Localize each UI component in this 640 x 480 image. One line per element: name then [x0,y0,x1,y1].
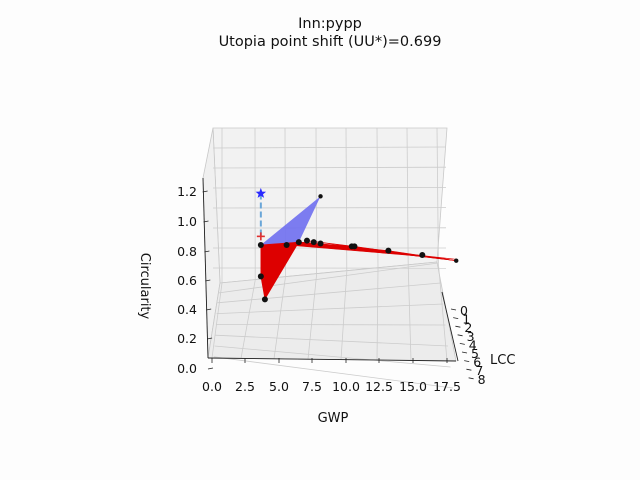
x-axis-label: GWP [318,411,349,426]
back-wall [212,127,448,284]
x-tick-label: 5.0 [269,379,289,394]
z-tick-label: 0.8 [177,244,197,259]
x-tick-label: 7.5 [302,379,322,394]
utopia-point-marker [255,187,267,198]
data-point [257,241,264,248]
grid-line [406,127,409,267]
z-tick-label: 1.2 [177,184,197,199]
x-tick-label: 12.5 [365,379,393,394]
back-wall-frame [212,127,448,284]
grid-lines [211,127,454,389]
grid-line [217,262,439,294]
data-point [261,296,268,303]
upper-surface [260,196,321,245]
z-tick-mark [204,250,210,253]
y-axis-line [441,291,459,362]
data-point [283,241,290,248]
y-tick-mark [457,334,463,337]
data-point [419,251,426,258]
grid-line [273,277,286,359]
y-tick-mark [464,360,470,362]
grid-line [212,186,447,189]
grid-line [307,274,317,360]
grid-line [376,127,379,270]
grid-line [215,334,449,347]
data-point [317,240,324,247]
data-point [454,258,459,263]
z-tick-label: 0.6 [177,273,197,288]
x-tick-label: 2.5 [235,379,255,394]
grid-line [216,303,444,314]
y-tick-mark [453,317,459,319]
data-point [295,239,302,246]
x-axis-ticks: 0.0 2.5 5.0 7.5 10.0 12.5 15.0 17.5 [202,358,461,394]
pareto-points [257,194,459,303]
grid-line [214,345,451,368]
data-point [257,273,264,280]
surface-facet [306,240,457,261]
z-tick-mark [203,220,209,223]
grid-line [215,323,446,326]
z-tick-mark [206,308,212,311]
data-point [351,243,358,250]
front-surface [260,240,457,301]
grid-line [340,271,348,360]
grid-line [212,166,447,169]
x-tick-label: 10.0 [332,379,360,394]
x-tick-label: 17.5 [433,379,461,394]
grid-line [213,356,454,389]
y-tick-label: 2 [464,320,472,335]
y-tick-mark [450,308,457,311]
shifted-point-marker [256,232,265,241]
data-point [318,194,323,199]
z-tick-label: 0.4 [177,302,197,317]
y-tick-label: 6 [473,355,481,370]
grid-line [240,280,256,359]
x-axis-line [207,357,457,362]
y-tick-mark [455,325,461,328]
y-tick-mark [461,351,468,354]
chart-title: Inn:pypp [298,16,362,32]
z-tick-label: 1.0 [177,214,197,229]
data-point [303,237,310,244]
grid-line [211,282,223,359]
x-tick-label: 15.0 [399,379,427,394]
y-tick-label: 4 [469,337,477,352]
y-tick-label: 7 [475,363,483,378]
z-tick-mark [207,367,214,370]
x-tick-label: 0.0 [202,379,222,394]
y-tick-label: 0 [460,303,468,318]
z-tick-label: 0.2 [177,331,197,346]
y-tick-label: 1 [462,312,470,327]
y-axis-label: LCC [490,353,515,368]
z-axis-label: Circularity [137,253,152,320]
y-tick-mark [468,377,474,380]
z-tick-mark [202,190,208,193]
z-tick-mark [207,337,213,340]
z-tick-label: 0.0 [177,361,197,376]
grid-line [436,127,439,264]
z-tick-mark [205,279,211,282]
y-tick-label: 3 [467,329,475,344]
grid-line [212,146,447,149]
y-tick-mark [459,343,465,345]
grid-line [217,282,441,304]
y-tick-mark [466,368,472,371]
chart-subtitle: Utopia point shift (UU*)=0.699 [218,34,442,50]
utopia-star-marker [255,187,267,198]
grid-line [438,263,448,361]
y-tick-label: 8 [478,372,486,387]
surface-facet [260,244,266,300]
y-tick-label: 5 [471,346,479,361]
data-point [310,239,317,246]
z-axis-line [202,177,209,359]
grid-line [407,266,412,361]
data-point [385,247,392,254]
grid-line [376,268,379,361]
z-axis-ticks: 0.0 0.2 0.4 0.6 0.8 1.0 1.2 [177,184,214,376]
